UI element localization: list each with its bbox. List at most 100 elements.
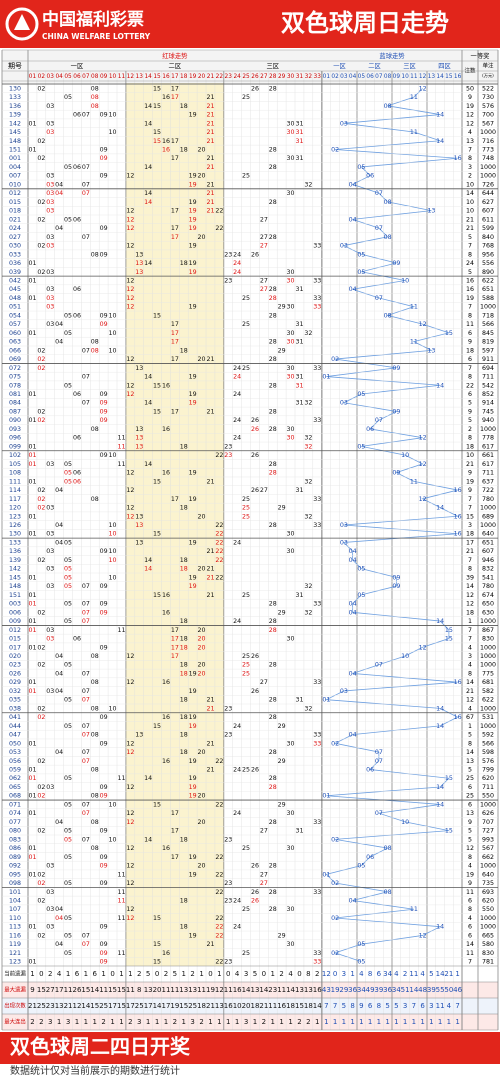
blue-ball: 02: [331, 915, 339, 922]
blue-ball: 02: [331, 356, 339, 363]
red-ball: 15: [153, 723, 161, 730]
red-ball: 02: [37, 758, 45, 765]
prize-amount: 911: [482, 356, 494, 363]
winner-count: 67: [466, 714, 474, 721]
red-ball: 12: [126, 505, 134, 512]
red-ball: 17: [171, 155, 179, 162]
red-col: 26: [251, 74, 259, 80]
red-ball: 07: [82, 749, 90, 756]
stats-value: 48: [418, 986, 427, 994]
red-ball: 10: [109, 347, 117, 354]
blue-ball: 14: [436, 924, 444, 931]
red-ball: 01: [28, 260, 36, 267]
red-ball: 22: [215, 208, 223, 215]
winner-count: 7: [468, 557, 472, 564]
issue: 017: [9, 644, 21, 651]
red-ball: 07: [82, 601, 90, 608]
red-ball: 28: [269, 461, 277, 468]
issue: 045: [9, 286, 21, 293]
red-ball: 02: [37, 216, 45, 223]
red-ball: 22: [215, 539, 223, 546]
blue-ball: 04: [349, 286, 357, 293]
stats-value: 3: [342, 970, 346, 978]
prize-amount: 718: [482, 312, 494, 319]
red-ball: 01: [28, 810, 36, 817]
red-ball: 04: [55, 915, 63, 922]
red-ball: 01: [28, 924, 36, 931]
red-ball: 21: [206, 356, 214, 363]
issue: 110: [9, 915, 21, 922]
prize-amount: 840: [482, 234, 494, 241]
red-ball: 16: [162, 94, 170, 101]
red-ball: 29: [278, 609, 286, 616]
prize-amount: 620: [482, 775, 494, 782]
blue-col: 10: [401, 74, 409, 80]
red-ball: 05: [64, 583, 72, 590]
red-ball: 33: [313, 277, 321, 284]
red-ball: 31: [295, 155, 303, 162]
issue: 136: [9, 103, 21, 110]
red-ball: 06: [73, 216, 81, 223]
prize-amount: 711: [482, 784, 494, 791]
red-ball: 25: [242, 592, 250, 599]
stats-value: 5: [394, 1002, 398, 1010]
red-ball: 03: [46, 120, 54, 127]
stats-value: 6: [75, 970, 80, 978]
stats-value: 1: [412, 1018, 416, 1026]
blue-ball: 05: [357, 566, 365, 573]
blue-ball: 02: [331, 146, 339, 153]
red-ball: 11: [117, 461, 125, 468]
prize-amount: 694: [482, 365, 494, 372]
red-ball: 24: [233, 898, 241, 905]
red-ball: 09: [100, 312, 108, 319]
red-ball: 12: [126, 277, 134, 284]
red-ball: 12: [126, 487, 134, 494]
red-ball: 03: [46, 321, 54, 328]
red-ball: 04: [55, 749, 63, 756]
red-ball: 17: [171, 408, 179, 415]
winner-count: 18: [466, 347, 474, 354]
stats-value: 14: [81, 1002, 90, 1010]
red-ball: 09: [100, 583, 108, 590]
red-ball: 05: [64, 94, 72, 101]
red-ball: 17: [171, 138, 179, 145]
red-ball: 31: [295, 120, 303, 127]
red-ball: 03: [46, 269, 54, 276]
issue: 108: [9, 470, 21, 477]
red-ball: 12: [126, 304, 134, 311]
red-ball: 29: [278, 304, 286, 311]
blue-ball: 04: [349, 609, 357, 616]
prize-amount: 541: [482, 574, 494, 581]
prize-amount: 830: [482, 636, 494, 643]
red-ball: 05: [64, 828, 72, 835]
winner-count: 5: [468, 836, 472, 843]
blue-ball: 05: [357, 443, 365, 450]
issue: 095: [9, 871, 21, 878]
stats-value: 1: [403, 1018, 407, 1026]
red-ball: 09: [100, 601, 108, 608]
winner-count: 15: [466, 513, 474, 520]
red-ball: 12: [126, 740, 134, 747]
issue: 133: [9, 94, 21, 101]
red-ball: 13: [135, 269, 143, 276]
red-ball: 04: [55, 941, 63, 948]
prize-amount: 780: [482, 583, 494, 590]
prize-amount: 592: [482, 732, 494, 739]
red-ball: 09: [100, 225, 108, 232]
red-ball: 12: [126, 679, 134, 686]
stats-value: 12: [72, 1002, 81, 1010]
red-ball: 05: [64, 382, 72, 389]
stats-value: 13: [295, 986, 304, 994]
blue-ball: 07: [375, 810, 383, 817]
blue-ball: 08: [384, 103, 392, 110]
red-ball: 02: [37, 408, 45, 415]
red-ball: 12: [126, 216, 134, 223]
red-ball: 05: [64, 216, 72, 223]
red-ball: 17: [171, 356, 179, 363]
red-ball: 19: [189, 304, 197, 311]
red-ball: 05: [64, 801, 72, 808]
red-ball: 02: [37, 269, 45, 276]
stats-value: 18: [304, 1002, 313, 1010]
red-ball: 21: [206, 697, 214, 704]
prize-amount: 726: [482, 181, 494, 188]
